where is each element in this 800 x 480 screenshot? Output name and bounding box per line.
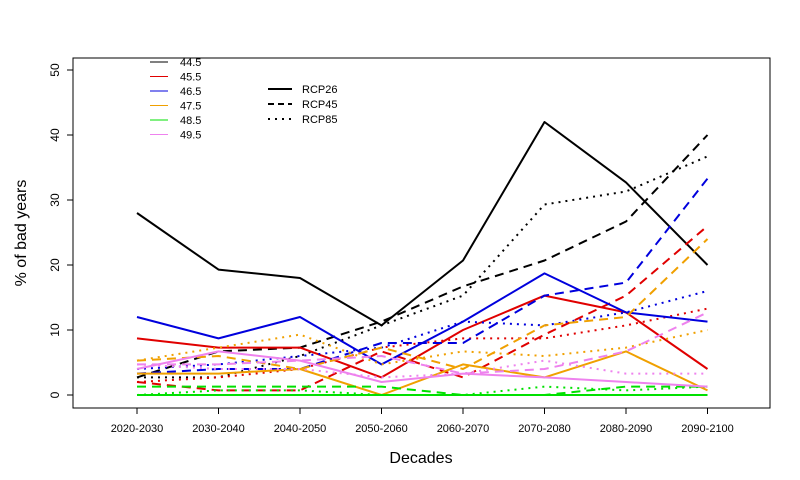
series-line-44-5-rcp85 <box>137 155 708 379</box>
x-tick-label: 2030-2040 <box>192 423 245 435</box>
y-tick-label: 20 <box>48 258 62 272</box>
x-tick-label: 2090-2100 <box>681 423 734 435</box>
x-axis-title: Decades <box>389 450 452 467</box>
x-tick-label: 2060-2070 <box>437 423 490 435</box>
y-tick-label: 0 <box>48 391 62 398</box>
series-layer <box>136 121 709 396</box>
series-line-46-5-rcp26 <box>136 272 708 366</box>
series-line-49-5-rcp85 <box>136 359 708 379</box>
series-line-46-5-rcp45 <box>136 177 709 375</box>
series-line-48-5-rcp45 <box>137 385 708 396</box>
series-line-49-5-rcp26 <box>136 350 708 388</box>
x-tick-label: 2020-2030 <box>111 423 164 435</box>
x-axis: 2020-2030 2030-2040 2040-2050 2050-2060 2060… <box>111 407 734 435</box>
series-line-44-5-rcp26 <box>136 121 709 327</box>
legend-thresholds: 44.5 45.5 46.5 47.5 48.5 49.5 <box>150 57 201 142</box>
legend-label: 48.5 <box>180 115 201 127</box>
series-line-49-5-rcp45 <box>137 311 708 375</box>
x-tick-label: 2080-2090 <box>600 423 653 435</box>
series-line-47-5-rcp26 <box>137 350 708 396</box>
legend-label: 49.5 <box>180 130 201 142</box>
series-line-45-5-rcp45 <box>136 225 709 392</box>
legend-label: RCP26 <box>302 84 337 96</box>
series-line-47-5-rcp45 <box>136 238 709 370</box>
x-tick-label: 2050-2060 <box>355 423 408 435</box>
y-tick-label: 50 <box>48 63 62 77</box>
series-line-45-5-rcp85 <box>136 307 708 383</box>
legend-label: 46.5 <box>180 86 201 98</box>
legend-scenarios: RCP26 RCP45 RCP85 <box>268 84 337 126</box>
series-line-45-5-rcp26 <box>136 294 709 379</box>
x-tick-label: 2040-2050 <box>274 423 327 435</box>
series-line-47-5-rcp85 <box>136 329 708 366</box>
y-tick-label: 30 <box>48 193 62 207</box>
y-axis-title: % of bad years <box>13 180 30 287</box>
legend-label: 44.5 <box>180 57 201 69</box>
y-tick-label: 40 <box>48 128 62 142</box>
legend-label: 47.5 <box>180 101 201 113</box>
legend-label: RCP85 <box>302 114 337 126</box>
legend-label: RCP45 <box>302 99 337 111</box>
y-axis: 0 10 20 30 40 50 <box>48 63 74 398</box>
series-line-46-5-rcp85 <box>136 290 708 370</box>
x-tick-label: 2070-2080 <box>518 423 571 435</box>
series-line-48-5-rcp85 <box>136 385 708 396</box>
y-tick-label: 10 <box>48 323 62 337</box>
legend-label: 45.5 <box>180 72 201 84</box>
series-line-44-5-rcp45 <box>136 134 709 379</box>
